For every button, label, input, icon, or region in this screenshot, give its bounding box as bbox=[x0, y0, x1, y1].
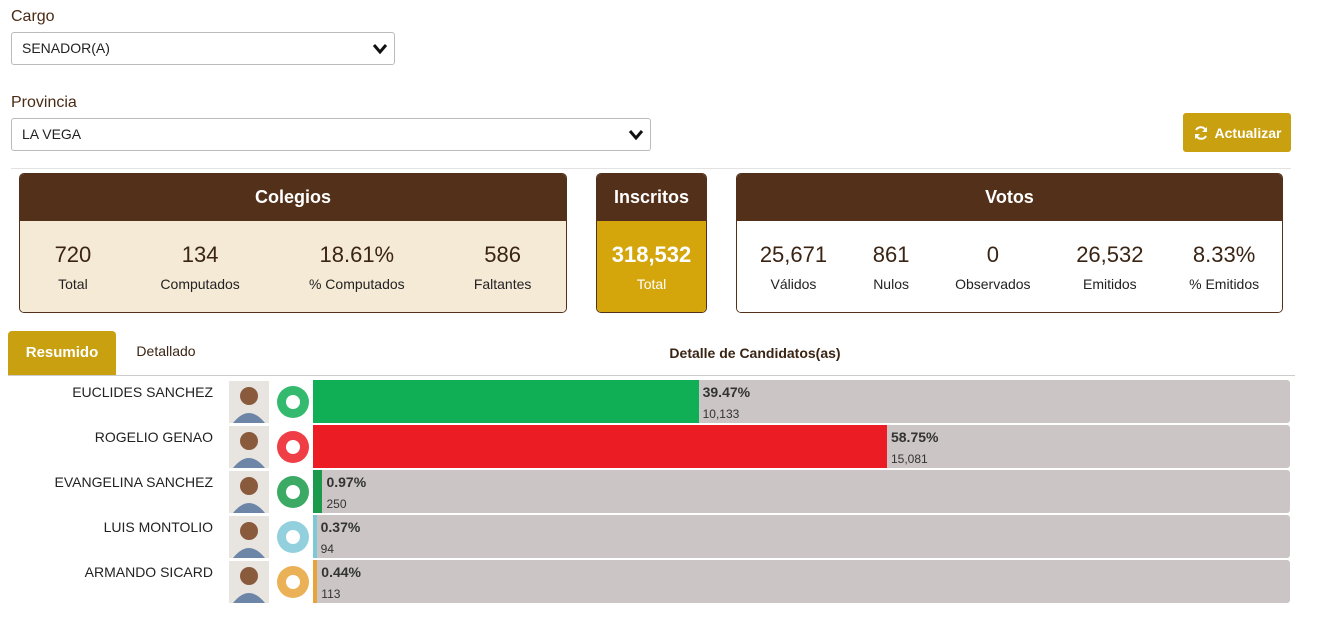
candidate-name: LUIS MONTOLIO bbox=[103, 519, 213, 535]
stat-value: 18.61% bbox=[319, 242, 395, 267]
provincia-select[interactable]: LA VEGA bbox=[11, 118, 651, 151]
stat: 720 Total bbox=[55, 242, 92, 292]
stat-label: Observados bbox=[955, 276, 1031, 292]
panel-title: Votos bbox=[737, 174, 1282, 221]
votos-panel: Votos 25,671 Válidos 861 Nulos 0 Observados 26… bbox=[736, 173, 1283, 313]
avatar bbox=[233, 387, 265, 423]
party-logo bbox=[273, 516, 313, 558]
candidate-photo bbox=[229, 561, 269, 603]
bar-track bbox=[313, 515, 1290, 558]
party-logo bbox=[273, 471, 313, 513]
detail-title: Detalle de Candidatos(as) bbox=[669, 345, 841, 361]
avatar bbox=[233, 567, 265, 603]
cargo-select[interactable]: SENADOR(A) bbox=[11, 32, 395, 65]
chevron bbox=[628, 130, 644, 141]
stat-label: Faltantes bbox=[473, 276, 532, 292]
candidate-name: ARMANDO SICARD bbox=[84, 564, 213, 580]
stat-label: Válidos bbox=[770, 276, 817, 292]
stat-value: 25,671 bbox=[759, 242, 828, 267]
logo bbox=[277, 386, 309, 418]
avatar bbox=[233, 522, 265, 558]
stat: 586 Faltantes bbox=[474, 242, 532, 292]
panel-title: Colegios bbox=[20, 174, 566, 221]
candidate-name: EUCLIDES SANCHEZ bbox=[72, 384, 213, 400]
divider bbox=[11, 168, 1291, 169]
panel-body: 25,671 Válidos 861 Nulos 0 Observados 26,532 Em… bbox=[737, 221, 1282, 312]
provincia-value: LA VEGA bbox=[22, 126, 82, 142]
stat: 318,532 Total bbox=[612, 242, 692, 292]
stat-value: 720 bbox=[54, 242, 92, 267]
logo bbox=[277, 521, 309, 553]
party-logo bbox=[273, 426, 313, 468]
inscritos-panel: Inscritos 318,532 Total bbox=[596, 173, 707, 313]
candidate-name: EVANGELINA SANCHEZ bbox=[54, 474, 213, 490]
refresh-button[interactable]: Actualizar bbox=[1183, 113, 1291, 152]
vote-count: 250 bbox=[326, 497, 347, 511]
stat: 18.61% % Computados bbox=[309, 242, 405, 292]
vote-count: 15,081 bbox=[890, 452, 928, 466]
party-logo bbox=[273, 381, 313, 423]
stat-label: Total bbox=[636, 276, 667, 292]
stat-label: Computados bbox=[160, 276, 240, 292]
stat: 26,532 Emitidos bbox=[1076, 242, 1143, 292]
stat-label: Total bbox=[58, 276, 88, 292]
refresh-icon bbox=[1194, 125, 1207, 140]
candidate-photo bbox=[229, 426, 269, 468]
percent-label: 0.97% bbox=[326, 474, 367, 490]
tab-active[interactable]: Resumido bbox=[8, 331, 116, 375]
vote-bar bbox=[313, 515, 317, 558]
party-logo bbox=[273, 561, 313, 603]
stat: 25,671 Válidos bbox=[760, 242, 827, 292]
stat-value: 8.33% bbox=[1192, 242, 1256, 267]
stat-value: 0 bbox=[986, 242, 999, 267]
stat-label: Emitidos bbox=[1082, 276, 1137, 292]
stat: 134 Computados bbox=[160, 242, 239, 292]
stat-label: % Computados bbox=[308, 276, 405, 292]
candidate-photo bbox=[229, 516, 269, 558]
percent-label: 0.44% bbox=[321, 564, 361, 580]
stat: 861 Nulos bbox=[873, 242, 910, 292]
vote-count: 113 bbox=[321, 587, 341, 601]
stat-value: 586 bbox=[484, 242, 521, 267]
stat-value: 26,532 bbox=[1076, 242, 1144, 267]
stat-value: 318,532 bbox=[611, 242, 692, 267]
stat-label: Nulos bbox=[873, 276, 909, 292]
logo bbox=[277, 476, 309, 508]
vote-bar bbox=[313, 425, 887, 468]
cargo-label: Cargo bbox=[11, 8, 55, 25]
bar-track bbox=[313, 560, 1290, 603]
panel-body: 318,532 Total bbox=[597, 221, 706, 312]
colegios-panel: Colegios 720 Total 134 Computados 18.61% % Co… bbox=[19, 173, 567, 313]
stat: 0 Observados bbox=[955, 242, 1030, 292]
vote-count: 94 bbox=[320, 542, 334, 556]
stat-value: 861 bbox=[872, 242, 910, 267]
panel-title: Inscritos bbox=[597, 174, 706, 221]
stat-label: % Emitidos bbox=[1189, 276, 1260, 292]
panel-body: 720 Total 134 Computados 18.61% % Computados 5… bbox=[20, 221, 566, 312]
cargo-value: SENADOR(A) bbox=[22, 40, 110, 56]
vote-count: 10,133 bbox=[702, 407, 740, 421]
provincia-label: Provincia bbox=[11, 94, 77, 111]
divider bbox=[8, 375, 1295, 376]
logo bbox=[277, 431, 309, 463]
refresh-label: Actualizar bbox=[1214, 124, 1282, 141]
candidate-name: ROGELIO GENAO bbox=[94, 429, 213, 445]
vote-bar bbox=[313, 380, 699, 423]
candidate-photo bbox=[229, 471, 269, 513]
avatar bbox=[233, 432, 265, 468]
percent-label: 0.37% bbox=[320, 519, 361, 535]
tab[interactable]: Detallado bbox=[136, 343, 196, 359]
logo bbox=[277, 566, 309, 598]
avatar bbox=[233, 477, 265, 513]
vote-bar bbox=[313, 470, 323, 513]
vote-bar bbox=[313, 560, 318, 603]
percent-label: 39.47% bbox=[702, 384, 751, 400]
stat: 8.33% % Emitidos bbox=[1189, 242, 1259, 292]
bar-track bbox=[313, 470, 1290, 513]
stat-value: 134 bbox=[181, 242, 219, 267]
candidate-photo bbox=[229, 381, 269, 423]
chevron bbox=[372, 44, 388, 55]
percent-label: 58.75% bbox=[890, 429, 939, 445]
